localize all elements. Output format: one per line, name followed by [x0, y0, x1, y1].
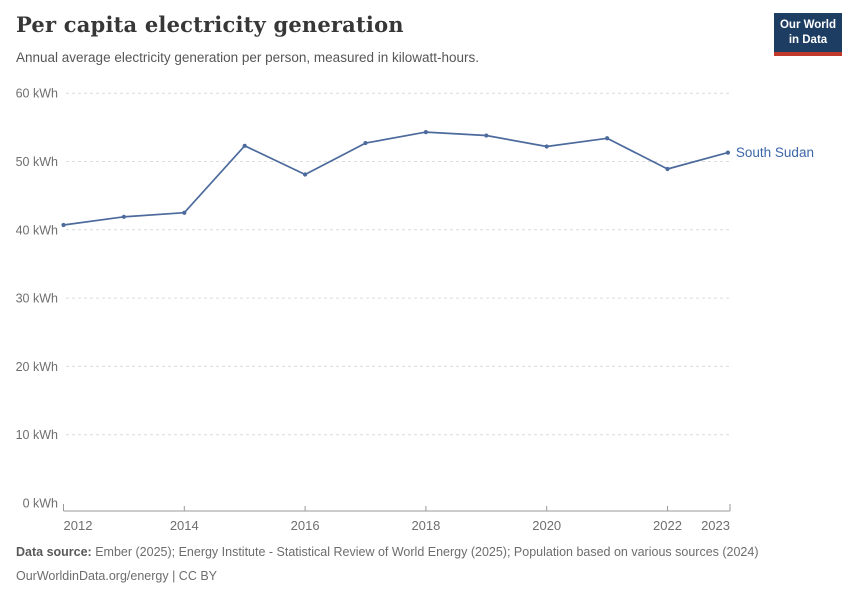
- data-source-text: Ember (2025); Energy Institute - Statist…: [91, 545, 759, 559]
- data-point[interactable]: [182, 210, 187, 215]
- chart-subtitle: Annual average electricity generation pe…: [16, 50, 480, 65]
- data-point[interactable]: [484, 133, 489, 138]
- owid-logo-line2: in Data: [788, 33, 828, 46]
- y-axis-tick-label: 30 kWh: [16, 292, 58, 306]
- data-source-label: Data source:: [16, 545, 92, 559]
- page-title: Per capita electricity generation: [16, 12, 404, 37]
- data-point[interactable]: [61, 222, 66, 228]
- y-axis-tick-label: 10 kWh: [16, 428, 58, 442]
- data-source-line: Data source: Ember (2025); Energy Instit…: [16, 540, 826, 564]
- x-axis-tick-label: 2016: [291, 518, 320, 533]
- y-axis-tick-label: 40 kWh: [16, 223, 58, 237]
- y-axis-tick-label: 0 kWh: [23, 497, 58, 511]
- data-point[interactable]: [303, 172, 308, 177]
- data-point[interactable]: [725, 150, 731, 155]
- chart-footer: Data source: Ember (2025); Energy Instit…: [16, 540, 826, 588]
- x-axis-tick-label: 2014: [170, 518, 199, 533]
- owid-logo-accent-bar: [774, 51, 842, 56]
- data-point[interactable]: [544, 144, 549, 149]
- x-axis-tick-label: 2012: [64, 518, 93, 533]
- x-axis-tick-label: 2018: [411, 518, 440, 533]
- license-line: OurWorldinData.org/energy | CC BY: [16, 569, 218, 583]
- series-line[interactable]: [62, 131, 729, 226]
- owid-logo: Our World in Data: [774, 13, 842, 56]
- y-axis-tick-label: 60 kWh: [16, 87, 58, 101]
- x-axis-tick-label: 2022: [653, 518, 682, 533]
- y-axis-tick-label: 50 kWh: [16, 155, 58, 169]
- data-point[interactable]: [121, 214, 126, 219]
- data-point[interactable]: [242, 143, 247, 148]
- entity-label[interactable]: South Sudan: [736, 145, 814, 160]
- data-point[interactable]: [665, 166, 670, 172]
- x-axis-tick-label: 2020: [532, 518, 561, 533]
- data-point[interactable]: [605, 136, 610, 141]
- data-point[interactable]: [363, 140, 368, 146]
- data-point[interactable]: [423, 130, 428, 135]
- x-axis-tick-label: 2023: [701, 518, 730, 533]
- y-axis-tick-label: 20 kWh: [16, 360, 58, 374]
- owid-logo-line1: Our World: [779, 19, 836, 31]
